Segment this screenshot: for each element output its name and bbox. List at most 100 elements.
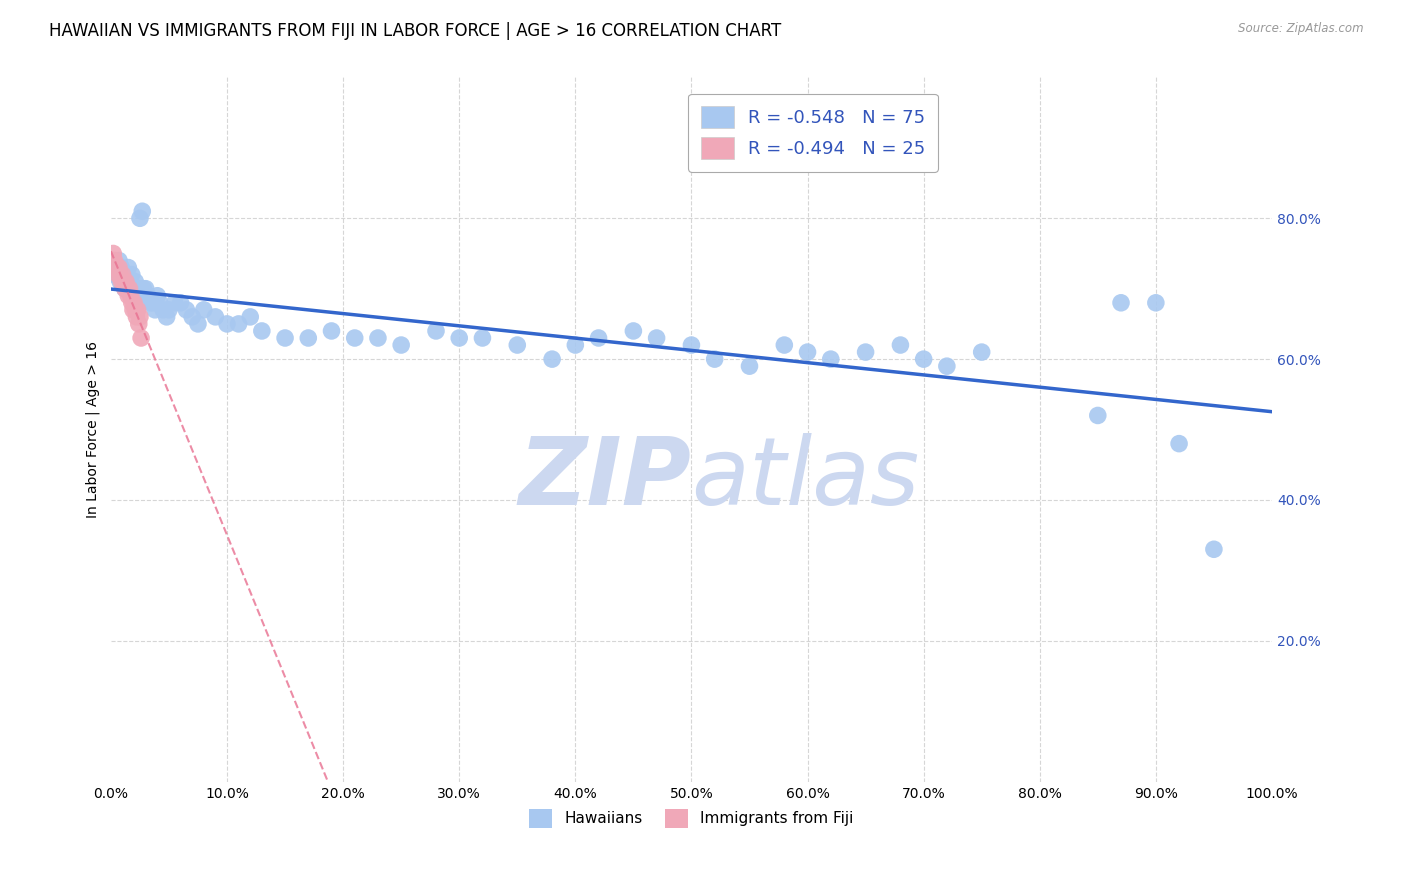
Point <box>127 289 149 303</box>
Point <box>110 260 132 275</box>
Point <box>111 268 134 282</box>
Point <box>103 253 125 268</box>
Point <box>108 260 131 275</box>
Point <box>738 359 761 374</box>
Point <box>132 282 155 296</box>
Point <box>124 302 146 317</box>
Point <box>471 331 494 345</box>
Point <box>187 317 209 331</box>
Point <box>128 317 150 331</box>
Point <box>122 302 145 317</box>
Point <box>239 310 262 324</box>
Point <box>108 275 131 289</box>
Y-axis label: In Labor Force | Age > 16: In Labor Force | Age > 16 <box>86 341 100 518</box>
Point <box>215 317 238 331</box>
Point <box>274 331 297 345</box>
Text: atlas: atlas <box>692 434 920 524</box>
Point <box>129 211 152 226</box>
Point <box>120 275 142 289</box>
Point <box>149 295 172 310</box>
Point <box>321 324 343 338</box>
Point <box>146 289 169 303</box>
Point <box>117 289 139 303</box>
Point <box>112 275 135 289</box>
Point <box>120 289 142 303</box>
Point <box>115 268 138 282</box>
Point <box>703 352 725 367</box>
Point <box>297 331 319 345</box>
Point <box>127 302 149 317</box>
Point <box>204 310 226 324</box>
Point <box>103 268 125 282</box>
Point <box>970 345 993 359</box>
Point <box>105 260 128 275</box>
Point <box>108 268 131 282</box>
Point <box>122 295 145 310</box>
Point <box>343 331 366 345</box>
Point <box>820 352 842 367</box>
Point <box>114 282 136 296</box>
Point <box>108 253 131 268</box>
Legend: Hawaiians, Immigrants from Fiji: Hawaiians, Immigrants from Fiji <box>523 803 860 834</box>
Point <box>135 282 157 296</box>
Point <box>103 246 125 260</box>
Text: ZIP: ZIP <box>519 433 692 524</box>
Point <box>773 338 796 352</box>
Point <box>1109 295 1132 310</box>
Point <box>107 268 129 282</box>
Point <box>111 268 134 282</box>
Point <box>136 289 159 303</box>
Text: HAWAIIAN VS IMMIGRANTS FROM FIJI IN LABOR FORCE | AGE > 16 CORRELATION CHART: HAWAIIAN VS IMMIGRANTS FROM FIJI IN LABO… <box>49 22 782 40</box>
Point <box>143 302 166 317</box>
Point <box>114 282 136 296</box>
Point <box>169 295 191 310</box>
Point <box>121 268 143 282</box>
Point <box>541 352 564 367</box>
Point <box>855 345 877 359</box>
Point <box>564 338 586 352</box>
Point <box>425 324 447 338</box>
Point <box>157 302 180 317</box>
Point <box>152 302 174 317</box>
Point <box>1087 409 1109 423</box>
Point <box>796 345 818 359</box>
Text: Source: ZipAtlas.com: Source: ZipAtlas.com <box>1239 22 1364 36</box>
Point <box>131 204 153 219</box>
Point <box>118 282 141 296</box>
Point <box>122 289 145 303</box>
Point <box>588 331 610 345</box>
Point <box>1202 542 1225 557</box>
Point <box>935 359 957 374</box>
Point <box>1144 295 1167 310</box>
Point <box>193 302 215 317</box>
Point <box>105 260 128 275</box>
Point <box>181 310 204 324</box>
Point <box>142 295 165 310</box>
Point <box>889 338 911 352</box>
Point <box>110 275 132 289</box>
Point <box>118 282 141 296</box>
Point <box>125 310 148 324</box>
Point <box>139 295 162 310</box>
Point <box>1168 436 1191 450</box>
Point <box>163 295 186 310</box>
Point <box>124 275 146 289</box>
Point <box>125 282 148 296</box>
Point <box>129 331 152 345</box>
Point <box>121 295 143 310</box>
Point <box>115 282 138 296</box>
Point <box>117 260 139 275</box>
Point <box>176 302 198 317</box>
Point <box>449 331 471 345</box>
Point <box>156 310 179 324</box>
Point <box>115 275 138 289</box>
Point <box>912 352 935 367</box>
Point <box>506 338 529 352</box>
Point <box>115 275 138 289</box>
Point <box>621 324 644 338</box>
Point <box>645 331 668 345</box>
Point <box>112 275 135 289</box>
Point <box>681 338 703 352</box>
Point <box>129 310 152 324</box>
Point <box>367 331 389 345</box>
